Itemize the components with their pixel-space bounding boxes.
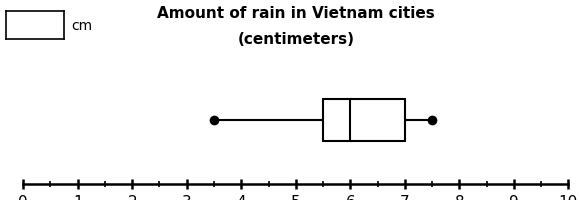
Text: cm: cm [71, 19, 92, 33]
Text: (centimeters): (centimeters) [237, 32, 354, 47]
Bar [323, 99, 405, 141]
Text: Amount of rain in Vietnam cities: Amount of rain in Vietnam cities [157, 6, 434, 21]
